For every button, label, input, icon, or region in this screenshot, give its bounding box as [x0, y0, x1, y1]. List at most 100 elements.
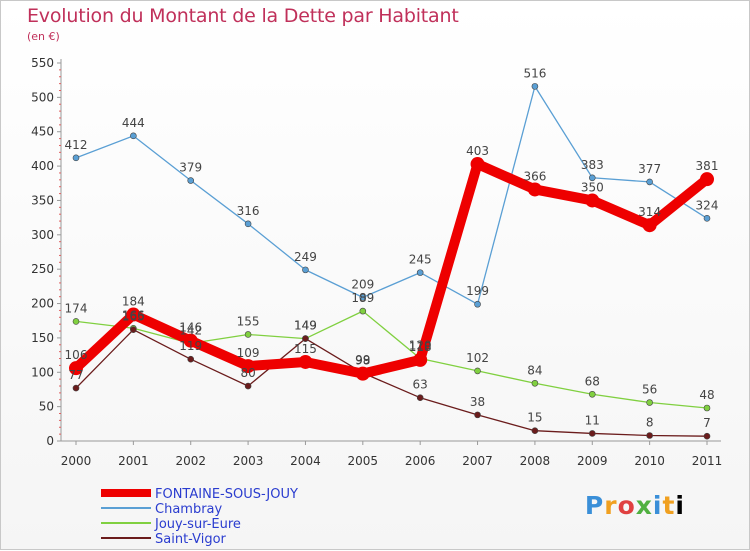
data-point [588, 390, 596, 398]
data-point [244, 382, 252, 390]
data-point [703, 215, 711, 222]
data-point [298, 354, 313, 369]
data-point [72, 318, 80, 325]
data-point [474, 367, 481, 375]
data-label: 516 [523, 66, 546, 80]
y-tick-label: 0 [46, 434, 54, 448]
x-tick-label: 2007 [462, 454, 493, 468]
logo-letter: i [652, 491, 663, 520]
data-label: 184 [122, 295, 145, 309]
x-tick-label: 2000 [61, 454, 92, 468]
legend-label: FONTAINE-SOUS-JOUY [155, 487, 298, 502]
data-point [531, 427, 539, 434]
y-tick-label: 150 [31, 331, 54, 345]
logo-letter: t [662, 491, 676, 520]
data-point [700, 172, 714, 187]
data-label: 146 [179, 321, 202, 335]
data-point [646, 432, 653, 439]
y-tick-label: 350 [31, 193, 54, 207]
data-point [187, 177, 195, 184]
series-line [75, 329, 708, 437]
data-label: 316 [237, 204, 260, 218]
series-line [75, 85, 708, 305]
logo-letter: r [604, 491, 618, 520]
y-tick-label: 400 [31, 159, 54, 173]
data-point [126, 307, 141, 322]
data-label: 199 [466, 284, 489, 298]
data-label: 166 [122, 308, 145, 322]
data-point [302, 266, 309, 274]
data-point [416, 394, 424, 402]
data-point [244, 331, 252, 338]
data-point [470, 157, 485, 172]
data-label: 118 [409, 340, 432, 354]
data-label: 189 [351, 291, 374, 305]
data-point [416, 269, 424, 276]
data-label: 377 [638, 162, 661, 176]
data-label: 412 [65, 138, 88, 152]
data-label: 149 [294, 319, 317, 333]
chart-title: Evolution du Montant de la Dette par Hab… [27, 5, 459, 27]
data-label: 15 [527, 411, 542, 425]
data-point [72, 384, 80, 392]
data-label: 77 [68, 368, 83, 382]
data-label: 80 [240, 366, 255, 380]
logo-letter: P [584, 491, 605, 520]
data-label: 142 [179, 323, 202, 337]
data-label: 115 [294, 342, 317, 356]
y-tick-label: 300 [31, 228, 54, 242]
data-point [69, 361, 83, 376]
y-tick-label: 100 [31, 365, 54, 379]
data-point [588, 174, 596, 182]
x-tick-label: 2002 [175, 454, 206, 468]
data-label: 38 [470, 395, 485, 409]
data-label: 102 [466, 351, 489, 365]
logo-letter: i [675, 491, 685, 520]
data-label: 165 [122, 310, 145, 324]
data-point [130, 326, 137, 333]
data-label: 444 [122, 116, 145, 130]
data-label: 174 [65, 301, 88, 315]
data-label: 48 [699, 388, 714, 402]
y-tick-label: 550 [31, 56, 54, 70]
data-label: 149 [294, 319, 317, 333]
x-tick-label: 2003 [233, 454, 264, 468]
series-line [71, 159, 712, 379]
data-point [646, 178, 653, 186]
data-point [646, 399, 653, 406]
data-point [474, 411, 481, 419]
x-tick-label: 2010 [634, 454, 665, 468]
data-label: 383 [581, 158, 604, 172]
data-label: 7 [703, 416, 711, 430]
data-label: 245 [409, 253, 432, 267]
data-point [302, 335, 309, 342]
data-label: 11 [585, 413, 600, 427]
x-tick-label: 2011 [692, 454, 723, 468]
data-point [359, 307, 367, 315]
logo-letter: o [617, 491, 636, 520]
x-tick-label: 2001 [118, 454, 149, 468]
data-point [531, 83, 539, 90]
x-tick-label: 2004 [290, 454, 321, 468]
data-label: 56 [642, 383, 657, 397]
data-label: 155 [237, 314, 260, 328]
y-tick-label: 250 [31, 262, 54, 276]
data-label: 84 [527, 363, 542, 377]
data-label: 68 [585, 374, 600, 388]
data-point [474, 300, 481, 308]
data-label: 109 [237, 346, 260, 360]
data-point [413, 352, 428, 367]
data-point [130, 132, 137, 140]
data-point [72, 154, 80, 162]
data-point [527, 182, 542, 197]
data-point [642, 218, 657, 233]
data-point [241, 359, 256, 374]
data-label: 120 [409, 339, 432, 353]
data-label: 249 [294, 250, 317, 264]
data-point [703, 404, 711, 412]
data-label: 63 [413, 378, 428, 392]
data-label: 379 [179, 161, 202, 175]
legend-label: Chambray [155, 502, 223, 517]
